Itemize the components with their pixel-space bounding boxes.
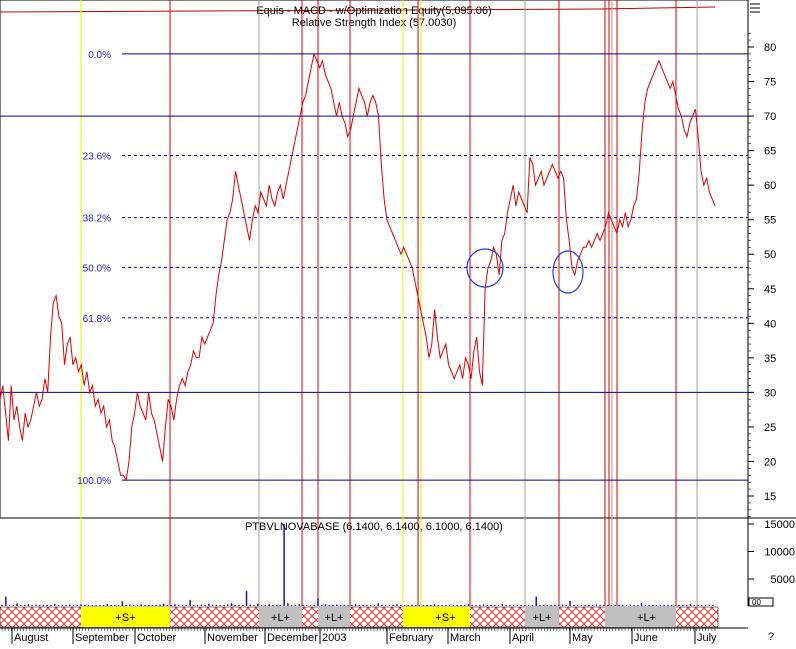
signal-segment xyxy=(617,607,676,627)
y-axis-tick-label: 75 xyxy=(764,77,776,89)
volume-scale-label: 00 xyxy=(752,598,761,607)
equity-top-line xyxy=(0,6,716,13)
y-axis-tick-label: 70 xyxy=(764,111,776,123)
fib-level-label: 50.0% xyxy=(83,263,111,274)
y-axis-tick-label: 15 xyxy=(764,491,776,503)
volume-header: PTBVLNOVABASE (6.1400, 6.1400, 6.1000, 6… xyxy=(245,521,503,533)
signal-segment-label: +L+ xyxy=(271,612,290,624)
fib-level-label: 0.0% xyxy=(88,50,111,61)
fib-level-label: 61.8% xyxy=(83,314,111,325)
x-axis-month-label: August xyxy=(14,632,48,644)
x-axis-month-label: May xyxy=(572,632,593,644)
signal-segment xyxy=(318,607,350,627)
y-axis-tick-label: 65 xyxy=(764,146,776,158)
signal-segment-label: +L+ xyxy=(325,612,344,624)
signal-segment xyxy=(421,607,470,627)
x-axis-month-label: February xyxy=(389,632,434,644)
x-axis-month-label: June xyxy=(634,632,658,644)
header-line1: Equis - MACD - w/Optimization Equity(5,0… xyxy=(256,5,491,17)
volume-axis-tick-label: 5000 xyxy=(771,574,795,586)
x-axis-month-label: April xyxy=(512,632,534,644)
volume-scale-box xyxy=(748,597,774,607)
y-axis-tick-label: 35 xyxy=(764,353,776,365)
signal-segment-label: +L+ xyxy=(637,612,656,624)
signal-segment-label: +L+ xyxy=(533,612,552,624)
x-axis-month-label: September xyxy=(75,632,129,644)
corner-label: ? xyxy=(768,631,774,643)
x-axis-month-label: October xyxy=(137,632,176,644)
y-axis-tick-label: 45 xyxy=(764,284,776,296)
signal-segment xyxy=(259,607,302,627)
signal-segment xyxy=(403,607,421,627)
x-axis-month-label: December xyxy=(267,632,318,644)
volume-axis-tick-label: 10000 xyxy=(764,547,795,559)
y-axis-tick-label: 60 xyxy=(764,180,776,192)
y-axis-tick-label: 50 xyxy=(764,249,776,261)
x-axis-month-label: March xyxy=(450,632,481,644)
header-line2: Relative Strength Index (57.0030) xyxy=(292,17,457,29)
y-axis-tick-label: 20 xyxy=(764,456,776,468)
x-axis-month-label: July xyxy=(697,632,717,644)
x-axis-month-label: November xyxy=(207,632,258,644)
fib-level-label: 100.0% xyxy=(77,476,111,487)
signal-segment xyxy=(81,607,170,627)
annotation-circle xyxy=(552,250,584,294)
volume-axis-tick-label: 15000 xyxy=(764,519,795,531)
annotation-circle xyxy=(466,248,504,288)
y-axis-tick-label: 25 xyxy=(764,422,776,434)
signal-segment-label: +S+ xyxy=(435,612,455,624)
y-axis-tick-label: 40 xyxy=(764,318,776,330)
y-axis-tick-label: 80 xyxy=(764,42,776,54)
fib-level-label: 23.6% xyxy=(83,151,111,162)
scroll-corner-icon[interactable] xyxy=(750,3,760,13)
rsi-line xyxy=(0,52,716,482)
signal-segment xyxy=(525,607,559,627)
y-axis-tick-label: 55 xyxy=(764,215,776,227)
y-axis-tick-label: 30 xyxy=(764,387,776,399)
signal-segment-label: +S+ xyxy=(115,612,135,624)
fib-level-label: 38.2% xyxy=(83,214,111,225)
x-axis-month-label: 2003 xyxy=(322,632,346,644)
signal-segment xyxy=(605,607,617,627)
